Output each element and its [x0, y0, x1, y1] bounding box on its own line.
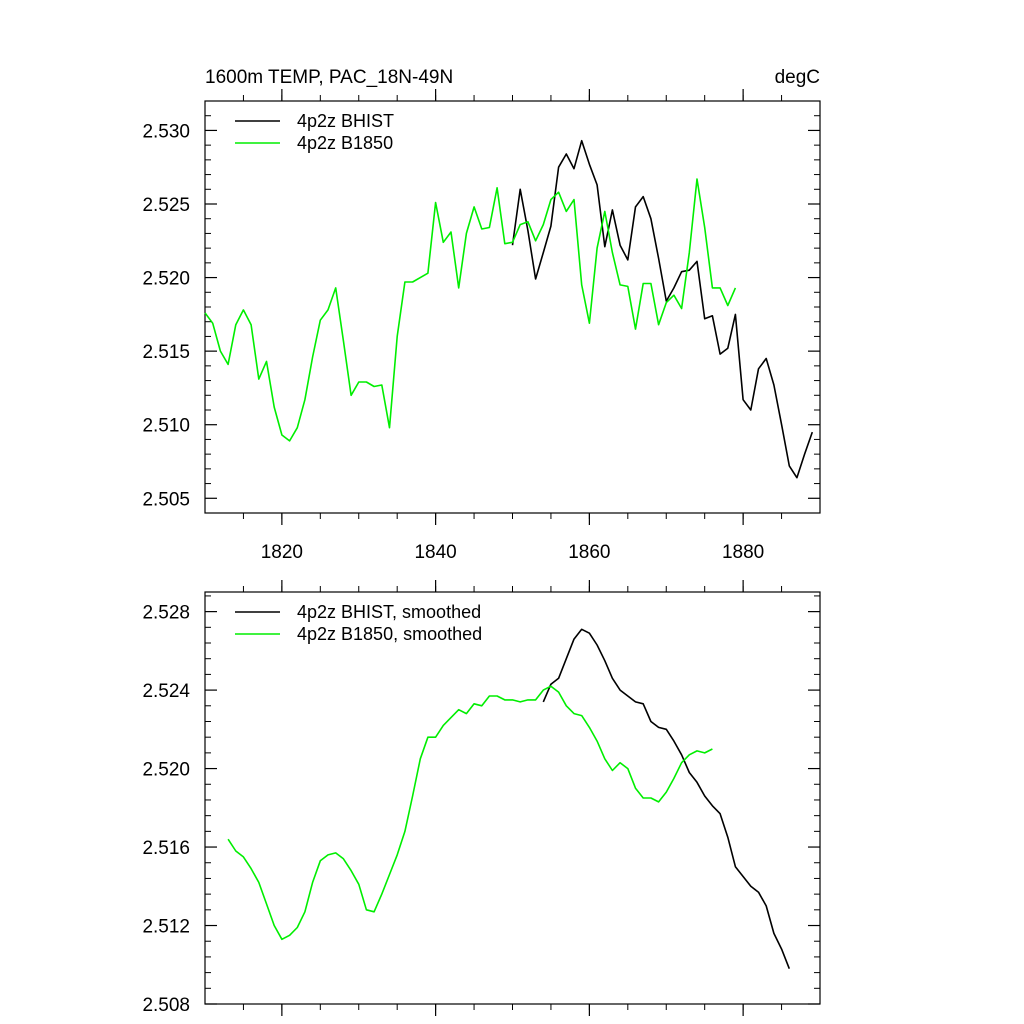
- series-line-bhist: [511, 139, 814, 479]
- y-tick-label: 2.516: [142, 838, 190, 859]
- x-tick-label: 1880: [722, 542, 764, 563]
- legend-label: 4p2z B1850: [297, 133, 393, 153]
- y-tick-label: 2.525: [142, 195, 190, 216]
- x-tick-label: 1860: [568, 542, 610, 563]
- legend-label: 4p2z B1850, smoothed: [297, 624, 482, 644]
- x-tick-label: 1820: [261, 542, 303, 563]
- legend-label: 4p2z BHIST: [297, 111, 394, 131]
- y-tick-label: 2.515: [142, 342, 190, 363]
- y-tick-label: 2.508: [142, 995, 190, 1016]
- y-tick-label: 2.528: [142, 603, 190, 624]
- y-tick-label: 2.512: [142, 917, 190, 938]
- series-line-b1850: [227, 685, 713, 941]
- panel-2: 2.508 2.512 2.516 2.520 2.524 2.528 4p2z BHIST…: [142, 580, 821, 1016]
- y-tick-label: 2.520: [142, 269, 190, 290]
- y-tick-label: 2.524: [142, 681, 190, 702]
- series-line-b1850: [204, 178, 737, 442]
- chart-title: 1600m TEMP, PAC_18N-49N: [205, 67, 453, 88]
- y-tick-label: 2.530: [142, 121, 190, 142]
- series-line-bhist: [542, 628, 791, 969]
- x-tick-label: 1840: [414, 542, 456, 563]
- y-tick-label: 2.505: [142, 489, 190, 510]
- units-label: degC: [775, 67, 820, 88]
- y-tick-label: 2.520: [142, 760, 190, 781]
- y-tick-label: 2.510: [142, 416, 190, 437]
- plot-frame: [204, 591, 821, 1005]
- panel-1: 1820 1840 1860 1880 2.505 2.510 2.515 2.520 2.52…: [142, 67, 821, 563]
- legend-label: 4p2z BHIST, smoothed: [297, 602, 481, 622]
- plot-frame: [204, 100, 821, 514]
